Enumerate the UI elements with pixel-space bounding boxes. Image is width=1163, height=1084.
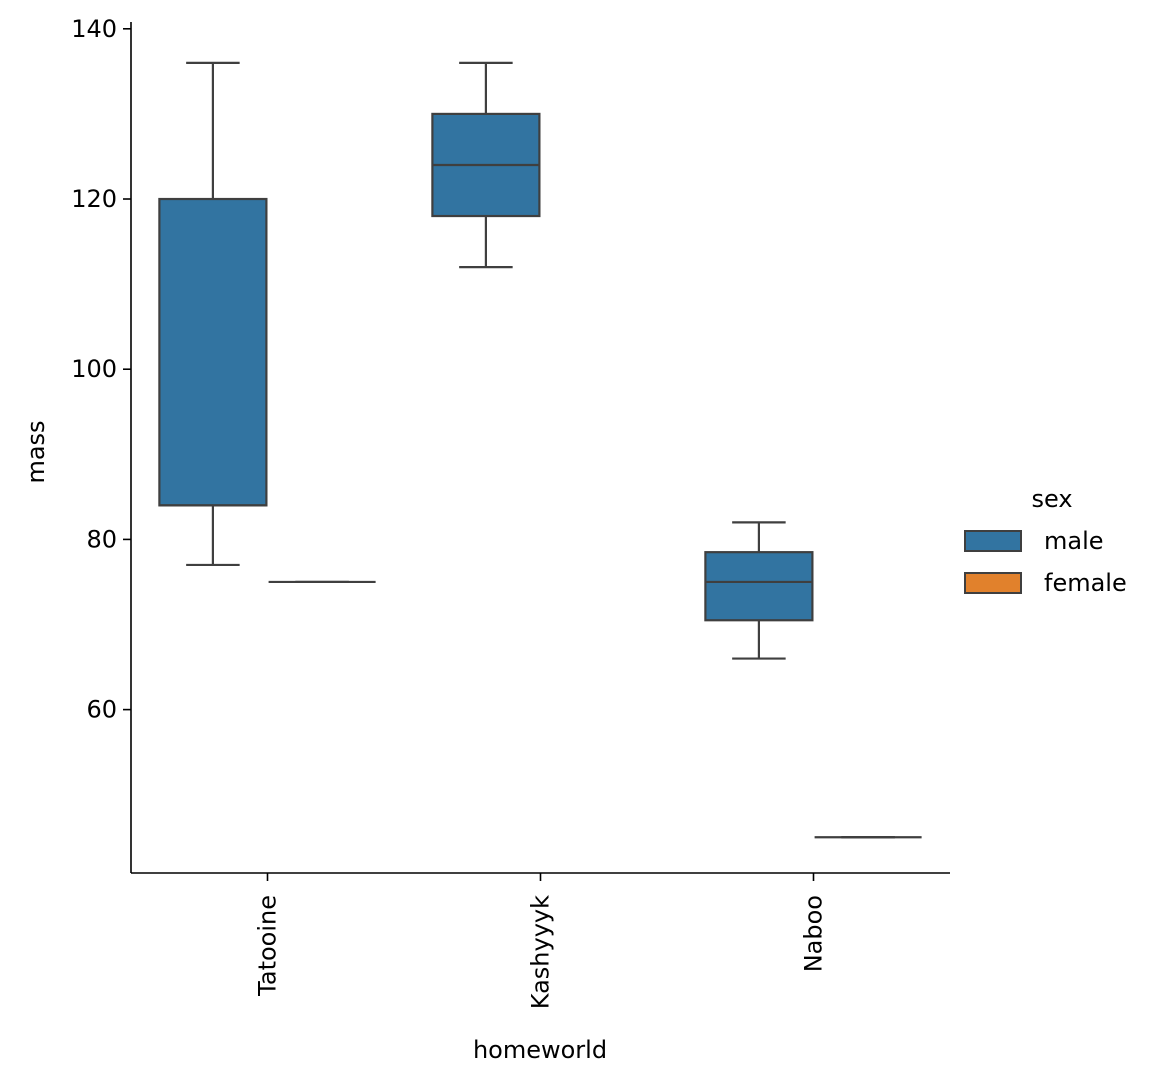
x-tick-label: Kashyyyk [527,895,555,1009]
y-tick-label: 120 [71,185,117,213]
y-tick-label: 60 [86,696,117,724]
x-axis-label: homeworld [473,1036,607,1064]
iqr-box [158,197,268,507]
y-tick-label: 100 [71,355,117,383]
x-axis: Tatooine Kashyyyk Naboo [131,872,950,1009]
legend: sex male female [964,485,1127,597]
x-tick-label: Tatooine [254,895,282,997]
legend-item-male: male [964,527,1104,555]
y-tick-label: 140 [71,15,117,43]
box-male-kashyyyk [431,61,541,269]
y-tick-label: 80 [86,525,117,553]
legend-item-female: female [964,569,1127,597]
legend-title: sex [1031,485,1072,513]
box-male-tatooine [158,61,268,567]
iqr-box [704,551,814,622]
legend-swatch [964,530,1022,552]
legend-items: male female [964,527,1127,597]
legend-swatch [964,572,1022,594]
y-axis: 60 80 100 120 140 [71,15,132,873]
x-tick-label: Naboo [800,895,828,972]
legend-label: male [1044,527,1104,555]
plot-area [158,61,922,839]
y-axis-label: mass [22,420,50,483]
box-male-naboo [704,521,814,660]
legend-label: female [1044,569,1127,597]
